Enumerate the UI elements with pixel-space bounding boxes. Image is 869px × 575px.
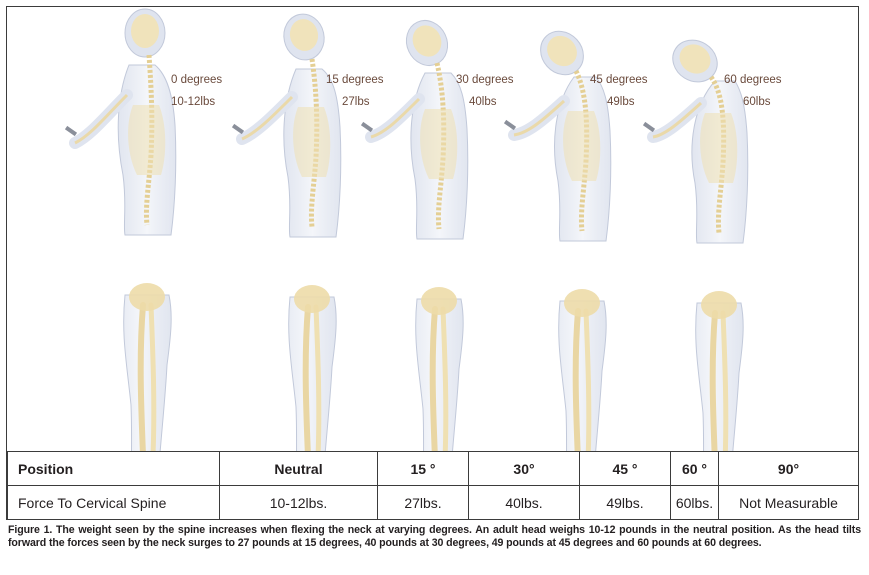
- table-header-cell: 45 °: [579, 451, 671, 486]
- force-label: 10-12lbs: [171, 96, 216, 108]
- table-header-cell: 30°: [468, 451, 580, 486]
- force-label: 49lbs: [607, 96, 635, 108]
- table-row: Force To Cervical Spine 10-12lbs. 27lbs.…: [7, 485, 859, 520]
- skeleton-figure-45: [503, 30, 612, 451]
- table-header-cell: 90°: [718, 451, 859, 486]
- figure-frame: 0 degrees 10-12lbs 15 degrees 27lbs 30 d…: [6, 6, 859, 520]
- angle-label: 30 degrees: [456, 74, 514, 86]
- table-cell: Force To Cervical Spine: [7, 485, 220, 520]
- angle-label: 15 degrees: [326, 74, 384, 86]
- table-cell: 49lbs.: [579, 485, 671, 520]
- skeleton-figure-15: [231, 13, 342, 451]
- table-header-row: Position Neutral 15 ° 30° 45 ° 60 ° 90°: [7, 451, 859, 486]
- figure-caption: Figure 1. The weight seen by the spine i…: [8, 524, 861, 549]
- table-cell: 60lbs.: [670, 485, 719, 520]
- angle-label: 60 degrees: [724, 74, 782, 86]
- force-label: 60lbs: [743, 96, 771, 108]
- table-cell: 40lbs.: [468, 485, 580, 520]
- table-cell: 10-12lbs.: [219, 485, 378, 520]
- table-header-cell: Position: [7, 451, 220, 486]
- force-table: Position Neutral 15 ° 30° 45 ° 60 ° 90° …: [7, 451, 859, 520]
- table-cell: 27lbs.: [377, 485, 469, 520]
- skeleton-figure-30: [360, 20, 469, 451]
- skeleton-figure-60: [642, 39, 749, 451]
- table-header-cell: 60 °: [670, 451, 719, 486]
- table-header-cell: Neutral: [219, 451, 378, 486]
- angle-label: 45 degrees: [590, 74, 648, 86]
- force-label: 40lbs: [469, 96, 497, 108]
- skeleton-figure-0: [64, 8, 177, 451]
- angle-label: 0 degrees: [171, 74, 223, 86]
- posture-illustration: [64, 8, 749, 451]
- table-header-cell: 15 °: [377, 451, 469, 486]
- table-cell: Not Measurable: [718, 485, 859, 520]
- force-label: 27lbs: [342, 96, 370, 108]
